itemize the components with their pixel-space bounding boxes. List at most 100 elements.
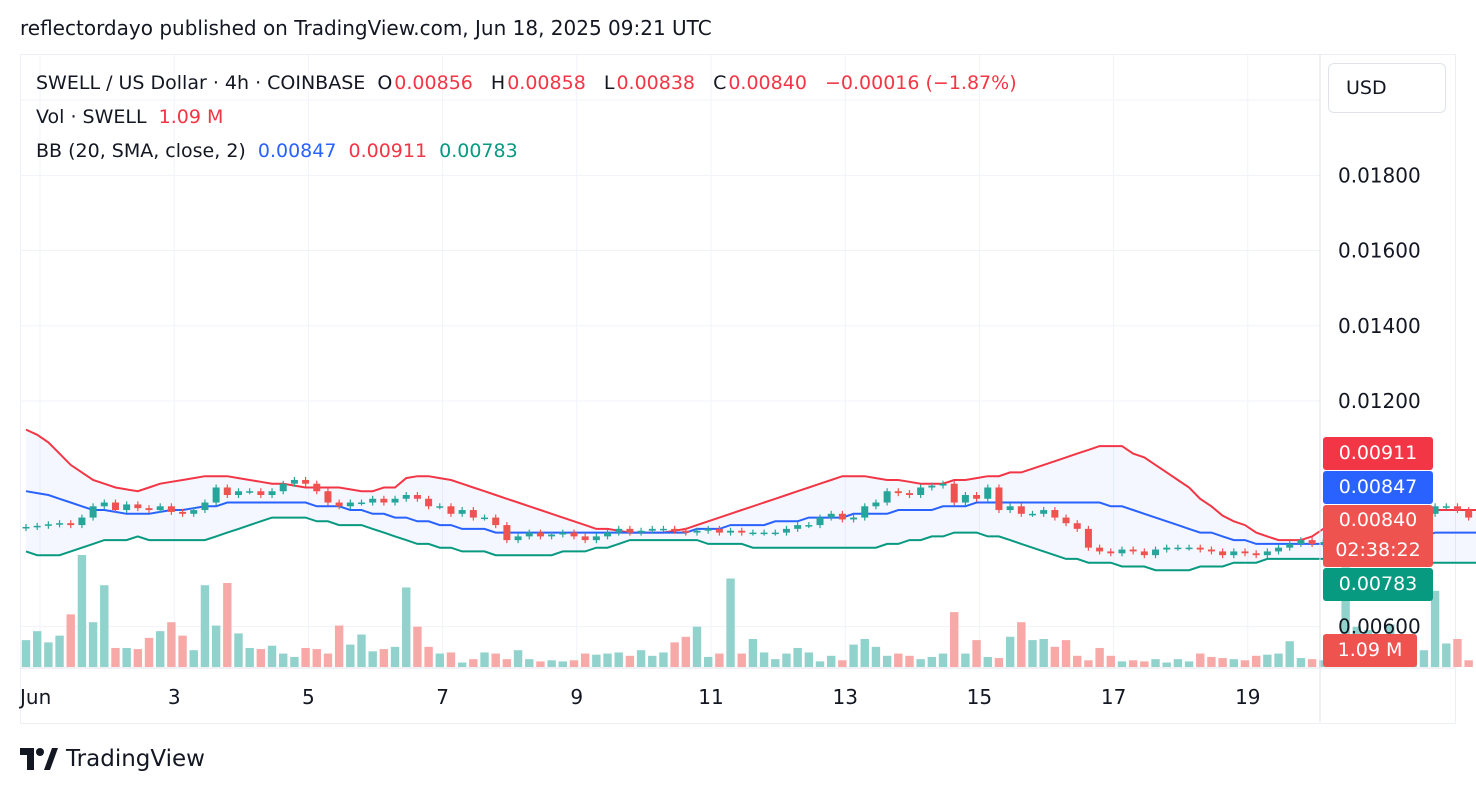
candle-body <box>391 498 399 503</box>
candle-body <box>592 536 600 541</box>
candle-body <box>145 508 153 511</box>
candle-body <box>536 532 544 537</box>
volume-bar <box>771 659 780 667</box>
candle-body <box>604 532 612 537</box>
candle-body <box>872 502 880 507</box>
volume-bar <box>279 653 288 667</box>
volume-bar <box>536 661 545 667</box>
volume-bar <box>1106 655 1115 667</box>
volume-bar <box>502 659 512 667</box>
volume-bar <box>894 653 903 667</box>
candle-body <box>637 530 645 533</box>
volume-bar <box>972 640 981 667</box>
volume-bar <box>88 622 98 667</box>
candle-body <box>894 491 902 494</box>
volume-bar <box>1285 641 1294 667</box>
candle-body <box>123 504 131 511</box>
axes: 0.020000.018000.016000.014000.012000.006… <box>18 54 1455 722</box>
candle-body <box>1129 549 1137 552</box>
volume-bar <box>200 585 210 667</box>
currency-button[interactable]: USD <box>1328 63 1446 113</box>
candle-body <box>514 536 522 541</box>
candle-body <box>559 532 567 535</box>
candle-body <box>693 530 701 533</box>
volume-bar <box>111 647 120 667</box>
volume-bar <box>525 659 534 667</box>
candle-body <box>492 517 500 526</box>
candle-body <box>749 532 757 535</box>
candle-body <box>324 491 332 503</box>
candle-body <box>56 523 64 525</box>
candle-body <box>1263 551 1271 556</box>
candle-body <box>581 536 589 541</box>
volume-bar <box>1442 643 1451 667</box>
bollinger-bands <box>25 428 1476 572</box>
candle-body <box>89 506 97 518</box>
volume-bar <box>133 649 143 667</box>
candle-body <box>1096 547 1104 552</box>
volume-bar <box>290 656 299 667</box>
volume-bar <box>402 587 411 667</box>
chart-frame[interactable] <box>20 54 1456 724</box>
tradingview-branding[interactable]: TradingView <box>20 744 205 774</box>
x-tick-label: 15 <box>967 685 992 709</box>
candle-body <box>794 525 802 529</box>
volume-bar <box>838 660 847 667</box>
close-value: C 0.00840 <box>713 72 807 94</box>
candle-body <box>961 495 969 503</box>
volume-bar <box>592 654 601 667</box>
volume-bar <box>513 650 523 667</box>
volume-bar <box>580 653 590 667</box>
volume-bar <box>726 578 735 667</box>
bb-label[interactable]: BB (20, SMA, close, 2) <box>36 140 246 162</box>
volume-bar <box>44 642 53 667</box>
candle-body <box>1241 551 1249 554</box>
candle-body <box>1196 547 1204 550</box>
candle-body <box>984 487 992 499</box>
candle-body <box>905 493 913 496</box>
volume-bar <box>379 649 389 667</box>
volume-bar <box>871 646 881 667</box>
volume-bar <box>1274 653 1283 667</box>
candle-body <box>246 491 254 493</box>
x-tick-label: 11 <box>698 685 723 709</box>
volume-bar <box>849 644 858 667</box>
bb-lower-tag: 0.00783 <box>1323 568 1433 601</box>
volume-bar <box>1430 590 1440 667</box>
volume-bar <box>1229 659 1238 667</box>
tradingview-wordmark: TradingView <box>66 746 205 772</box>
volume-bar <box>144 637 154 667</box>
bb-basis-line <box>25 490 1476 545</box>
volume-bar <box>804 652 814 667</box>
candle-body <box>223 487 231 496</box>
candle-body <box>469 510 477 518</box>
volume-bar <box>1251 655 1261 667</box>
volume-bar <box>1117 661 1127 667</box>
candle-body <box>838 513 846 520</box>
x-tick-label: 7 <box>436 685 449 709</box>
volume-bar <box>245 647 254 667</box>
volume-bar <box>569 660 579 667</box>
candle-body <box>615 528 623 533</box>
candle-body <box>413 495 421 499</box>
volume-bar <box>480 652 489 667</box>
bb-upper-value: 0.00911 <box>348 140 428 162</box>
grid-layer <box>20 55 1320 668</box>
volume-label[interactable]: Vol · SWELL <box>36 106 147 128</box>
volume-bar <box>21 640 31 667</box>
volume-bar <box>1073 655 1082 667</box>
symbol-description[interactable]: SWELL / US Dollar · 4h · COINBASE <box>36 72 366 94</box>
candle-body <box>671 528 679 531</box>
candle-body <box>447 506 455 514</box>
change-value: −0.00016 (−1.87%) <box>824 72 1017 94</box>
candle-body <box>715 528 723 533</box>
volume-bar <box>815 661 825 667</box>
volume-bar <box>1084 660 1093 667</box>
candle-body <box>1431 506 1439 514</box>
candle-body <box>1297 540 1305 544</box>
bb-upper-tag: 0.00911 <box>1323 437 1433 470</box>
volume-bar <box>1419 650 1429 667</box>
candle-body <box>1163 547 1171 550</box>
volume-bar <box>1162 662 1171 667</box>
